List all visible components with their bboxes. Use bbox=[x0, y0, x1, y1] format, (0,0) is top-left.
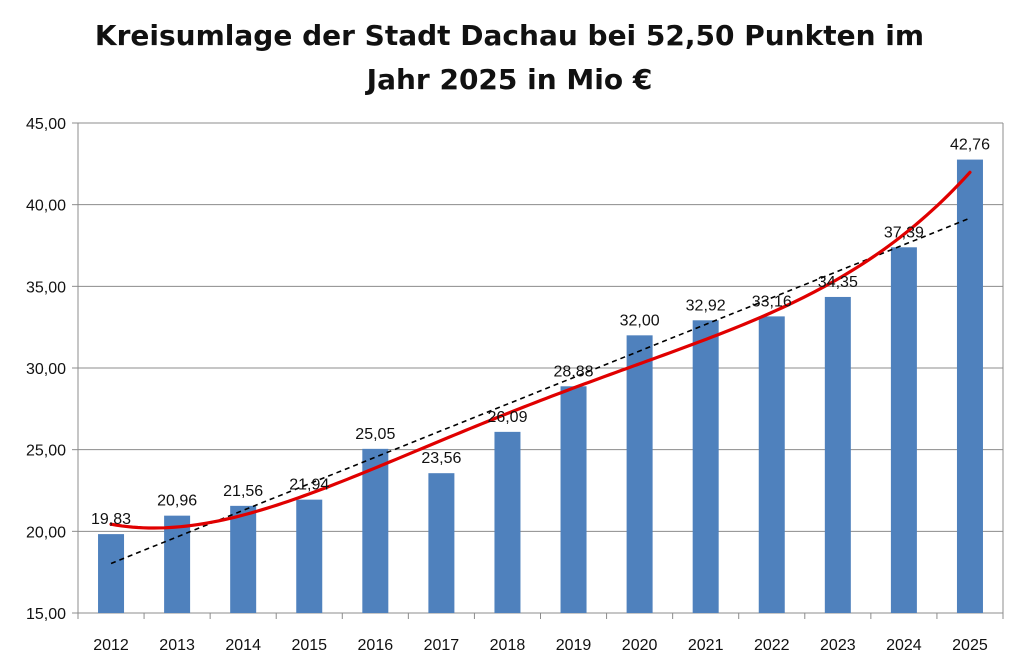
trendlines bbox=[109, 170, 972, 565]
data-label-2024: 37,39 bbox=[884, 224, 924, 241]
y-tick-label: 30,00 bbox=[26, 361, 66, 378]
data-label-2012: 19,83 bbox=[91, 511, 131, 528]
data-labels: 19,83 20,96 21,56 21,94 25,05 23,56 26,09 28,88… bbox=[91, 137, 990, 529]
bar-2022 bbox=[758, 316, 785, 613]
x-tick-label: 2025 bbox=[952, 637, 988, 654]
bar-2012 bbox=[98, 534, 125, 613]
y-axis-ticks: 15,00 20,00 25,00 30,00 35,00 40,00 45,00 bbox=[26, 116, 66, 623]
chart-title-line-2: Jahr 2025 in Mio € bbox=[366, 63, 653, 96]
data-label-2016: 25,05 bbox=[355, 426, 395, 443]
bar-2019 bbox=[560, 386, 587, 613]
data-label-2015: 21,94 bbox=[289, 477, 329, 494]
data-label-2018: 26,09 bbox=[487, 409, 527, 426]
gridlines bbox=[78, 122, 1003, 532]
y-tick-label: 45,00 bbox=[26, 116, 66, 133]
bar-2014 bbox=[230, 505, 257, 613]
y-tick-label: 25,00 bbox=[26, 443, 66, 460]
bar-2025 bbox=[956, 159, 983, 613]
y-tick-label: 15,00 bbox=[26, 606, 66, 623]
bar-2013 bbox=[164, 515, 191, 613]
bar-2018 bbox=[494, 431, 521, 613]
data-label-2020: 32,00 bbox=[620, 312, 660, 329]
data-label-2023: 34,35 bbox=[818, 274, 858, 291]
data-label-2017: 23,56 bbox=[421, 450, 461, 467]
y-tick-label: 20,00 bbox=[26, 524, 66, 541]
x-tick-label: 2018 bbox=[490, 637, 526, 654]
data-label-2022: 33,16 bbox=[752, 293, 792, 310]
data-label-2013: 20,96 bbox=[157, 493, 197, 510]
chart-title-line-1: Kreisumlage der Stadt Dachau bei 52,50 P… bbox=[94, 19, 925, 52]
data-label-2021: 32,92 bbox=[686, 297, 726, 314]
y-tick-label: 40,00 bbox=[26, 198, 66, 215]
x-tick-label: 2016 bbox=[358, 637, 394, 654]
data-label-2019: 28,88 bbox=[554, 363, 594, 380]
bar-2016 bbox=[362, 448, 389, 613]
x-tick-label: 2024 bbox=[886, 637, 922, 654]
x-tick-label: 2023 bbox=[820, 637, 856, 654]
bar-2015 bbox=[296, 499, 323, 613]
x-tick-label: 2015 bbox=[291, 637, 327, 654]
data-label-2014: 21,56 bbox=[223, 483, 263, 500]
linear-trendline bbox=[110, 217, 971, 565]
bars bbox=[98, 159, 983, 613]
x-tick-label: 2021 bbox=[688, 637, 724, 654]
axes bbox=[72, 122, 1004, 619]
x-tick-label: 2019 bbox=[556, 637, 592, 654]
polynomial-trendline bbox=[109, 170, 972, 530]
x-tick-label: 2022 bbox=[754, 637, 790, 654]
data-label-2025: 42,76 bbox=[950, 137, 990, 154]
x-tick-label: 2013 bbox=[159, 637, 195, 654]
x-tick-label: 2017 bbox=[424, 637, 460, 654]
x-tick-label: 2020 bbox=[622, 637, 658, 654]
x-tick-label: 2014 bbox=[225, 637, 261, 654]
bar-2021 bbox=[692, 320, 719, 613]
bar-2017 bbox=[428, 473, 455, 613]
bar-2023 bbox=[824, 296, 851, 613]
chart-title: Kreisumlage der Stadt Dachau bei 52,50 P… bbox=[0, 14, 1019, 102]
x-axis-ticks: 2012 2013 2014 2015 2016 2017 2018 2019 2020 2021… bbox=[93, 637, 988, 654]
x-tick-label: 2012 bbox=[93, 637, 129, 654]
bar-2020 bbox=[626, 335, 653, 613]
y-tick-label: 35,00 bbox=[26, 279, 66, 296]
bar-2024 bbox=[890, 247, 917, 613]
